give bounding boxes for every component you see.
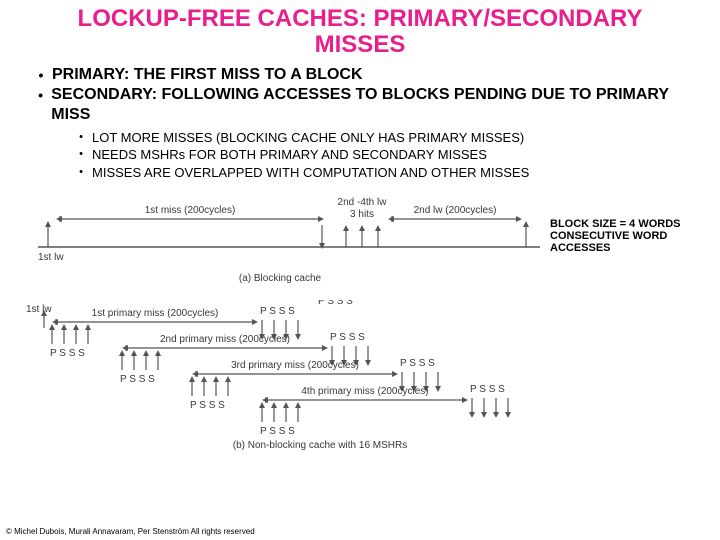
bullet-dot: • — [70, 129, 92, 145]
svg-text:P S S S: P S S S — [260, 306, 295, 317]
sub-bullet-list: • LOT MORE MISSES (BLOCKING CACHE ONLY H… — [70, 129, 690, 182]
bullet-dot: • — [70, 164, 92, 180]
svg-text:BLOCK SIZE = 4 WORDS: BLOCK SIZE = 4 WORDS — [550, 218, 681, 230]
blocking-cache-diagram: 1st lw 1st miss (200cycles) 2nd -4th lw3 h… — [20, 185, 700, 295]
svg-text:1st lw: 1st lw — [26, 304, 52, 315]
svg-text:2nd primary miss (200cycles): 2nd primary miss (200cycles) — [160, 334, 290, 345]
timing-diagram: 1st lw 1st miss (200cycles) 2nd -4th lw3 h… — [20, 185, 700, 465]
svg-text:2nd -4th lw: 2nd -4th lw — [338, 197, 388, 208]
svg-text:(a) Blocking cache: (a) Blocking cache — [239, 273, 322, 284]
svg-text:CONSECUTIVE WORD: CONSECUTIVE WORD — [550, 230, 667, 242]
svg-text:(b) Non-blocking cache with 16: (b) Non-blocking cache with 16 MSHRs — [233, 440, 408, 451]
svg-text:P S S S: P S S S — [260, 426, 295, 437]
svg-text:P S S S: P S S S — [50, 348, 85, 359]
sub-bullet: • NEEDS MSHRs FOR BOTH PRIMARY AND SECON… — [70, 146, 690, 164]
sub-bullet-text: MISSES ARE OVERLAPPED WITH COMPUTATION A… — [92, 164, 529, 182]
svg-text:3rd primary miss (200cycles): 3rd primary miss (200cycles) — [231, 360, 359, 371]
page-title: LOCKUP-FREE CACHES: PRIMARY/SECONDARY MI… — [0, 0, 720, 61]
main-bullet-list: • PRIMARY: THE FIRST MISS TO A BLOCK • S… — [30, 65, 690, 125]
sub-bullet-text: NEEDS MSHRs FOR BOTH PRIMARY AND SECONDA… — [92, 146, 487, 164]
bullet-dot: • — [70, 146, 92, 162]
bullet-dot: • — [30, 65, 52, 85]
main-bullet: • PRIMARY: THE FIRST MISS TO A BLOCK — [30, 65, 690, 85]
svg-text:4th primary miss (200cycles): 4th primary miss (200cycles) — [301, 386, 428, 397]
svg-text:P S S S: P S S S — [318, 300, 353, 307]
svg-text:P S S S: P S S S — [120, 374, 155, 385]
svg-text:3 hits: 3 hits — [350, 209, 374, 220]
svg-text:1st primary miss (200cycles): 1st primary miss (200cycles) — [92, 308, 219, 319]
svg-text:1st miss (200cycles): 1st miss (200cycles) — [145, 205, 236, 216]
svg-text:P S S S: P S S S — [190, 400, 225, 411]
main-bullet-text: SECONDARY: FOLLOWING ACCESSES TO BLOCKS … — [51, 85, 690, 125]
sub-bullet: • LOT MORE MISSES (BLOCKING CACHE ONLY H… — [70, 129, 690, 147]
svg-text:1st lw: 1st lw — [38, 252, 64, 263]
svg-text:P S S S: P S S S — [400, 358, 435, 369]
copyright-footer: © Michel Dubois, Murali Annavaram, Per S… — [6, 527, 255, 536]
svg-text:P S S S: P S S S — [470, 384, 505, 395]
main-bullet-text: PRIMARY: THE FIRST MISS TO A BLOCK — [52, 65, 363, 85]
sub-bullet-text: LOT MORE MISSES (BLOCKING CACHE ONLY HAS… — [92, 129, 524, 147]
nonblocking-cache-diagram: 1st lw P S S S 1st primary miss (200cycles… — [20, 300, 700, 460]
svg-text:2nd lw (200cycles): 2nd lw (200cycles) — [414, 205, 497, 216]
sub-bullet: • MISSES ARE OVERLAPPED WITH COMPUTATION… — [70, 164, 690, 182]
svg-text:P S S S: P S S S — [330, 332, 365, 343]
svg-text:ACCESSES: ACCESSES — [550, 242, 611, 254]
main-bullet: • SECONDARY: FOLLOWING ACCESSES TO BLOCK… — [30, 85, 690, 125]
bullet-dot: • — [30, 85, 51, 105]
